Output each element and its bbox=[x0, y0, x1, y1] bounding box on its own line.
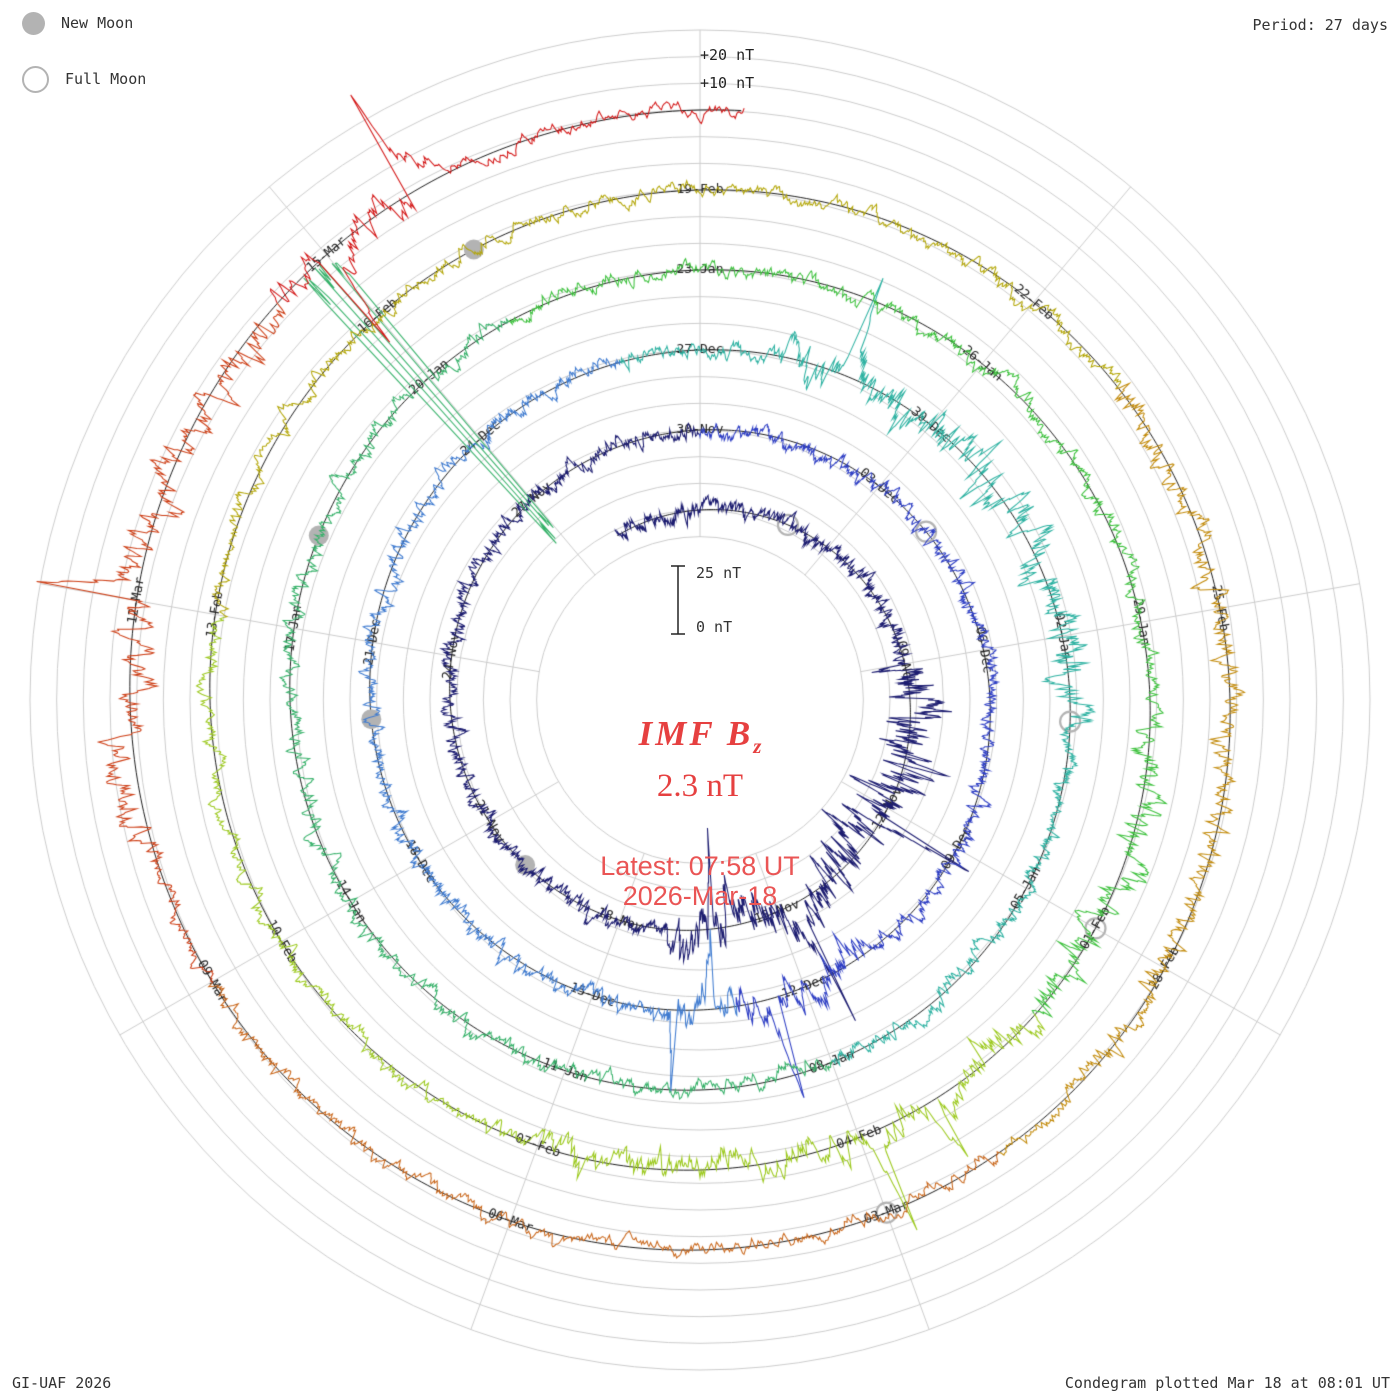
credit-label: GI-UAF 2026 bbox=[12, 1374, 112, 1392]
legend-full-moon-label: Full Moon bbox=[65, 70, 147, 88]
imf-bz-title: IMF Bz bbox=[0, 714, 1400, 759]
legend-new-moon-label: New Moon bbox=[61, 14, 134, 32]
scale-bar-bottom-label: 0 nT bbox=[696, 618, 733, 636]
imf-bz-value: 2.3 nT bbox=[656, 768, 744, 804]
period-label: Period: 27 days bbox=[1252, 16, 1388, 34]
plotted-timestamp: Condegram plotted Mar 18 at 08:01 UT bbox=[1064, 1374, 1390, 1392]
latest-time: Latest: 07:58 UT bbox=[600, 851, 800, 881]
moon-legend: New Moon Full Moon bbox=[22, 8, 146, 120]
legend-full-moon: Full Moon bbox=[22, 64, 146, 94]
imf-title-subscript: z bbox=[753, 734, 762, 758]
outer-scale-plus10: +10 nT bbox=[700, 74, 755, 92]
imf-title-text: IMF B bbox=[638, 714, 754, 753]
full-moon-icon bbox=[22, 65, 49, 93]
radial-scale-bar: 25 nT 0 nT bbox=[668, 564, 741, 636]
latest-date: 2026-Mar-18 bbox=[622, 881, 778, 912]
outer-scale-plus20: +20 nT bbox=[700, 46, 755, 64]
scale-bar-glyph bbox=[671, 565, 685, 635]
legend-new-moon: New Moon bbox=[22, 8, 146, 38]
latest-block: Latest: 07:58 UT 2026-Mar-18 bbox=[0, 851, 1400, 911]
new-moon-icon bbox=[22, 11, 45, 35]
scale-bar-top-label: 25 nT bbox=[696, 564, 742, 582]
center-readout: IMF Bz 2.3 nT Latest: 07:58 UT 2026-Mar-… bbox=[0, 714, 1400, 911]
